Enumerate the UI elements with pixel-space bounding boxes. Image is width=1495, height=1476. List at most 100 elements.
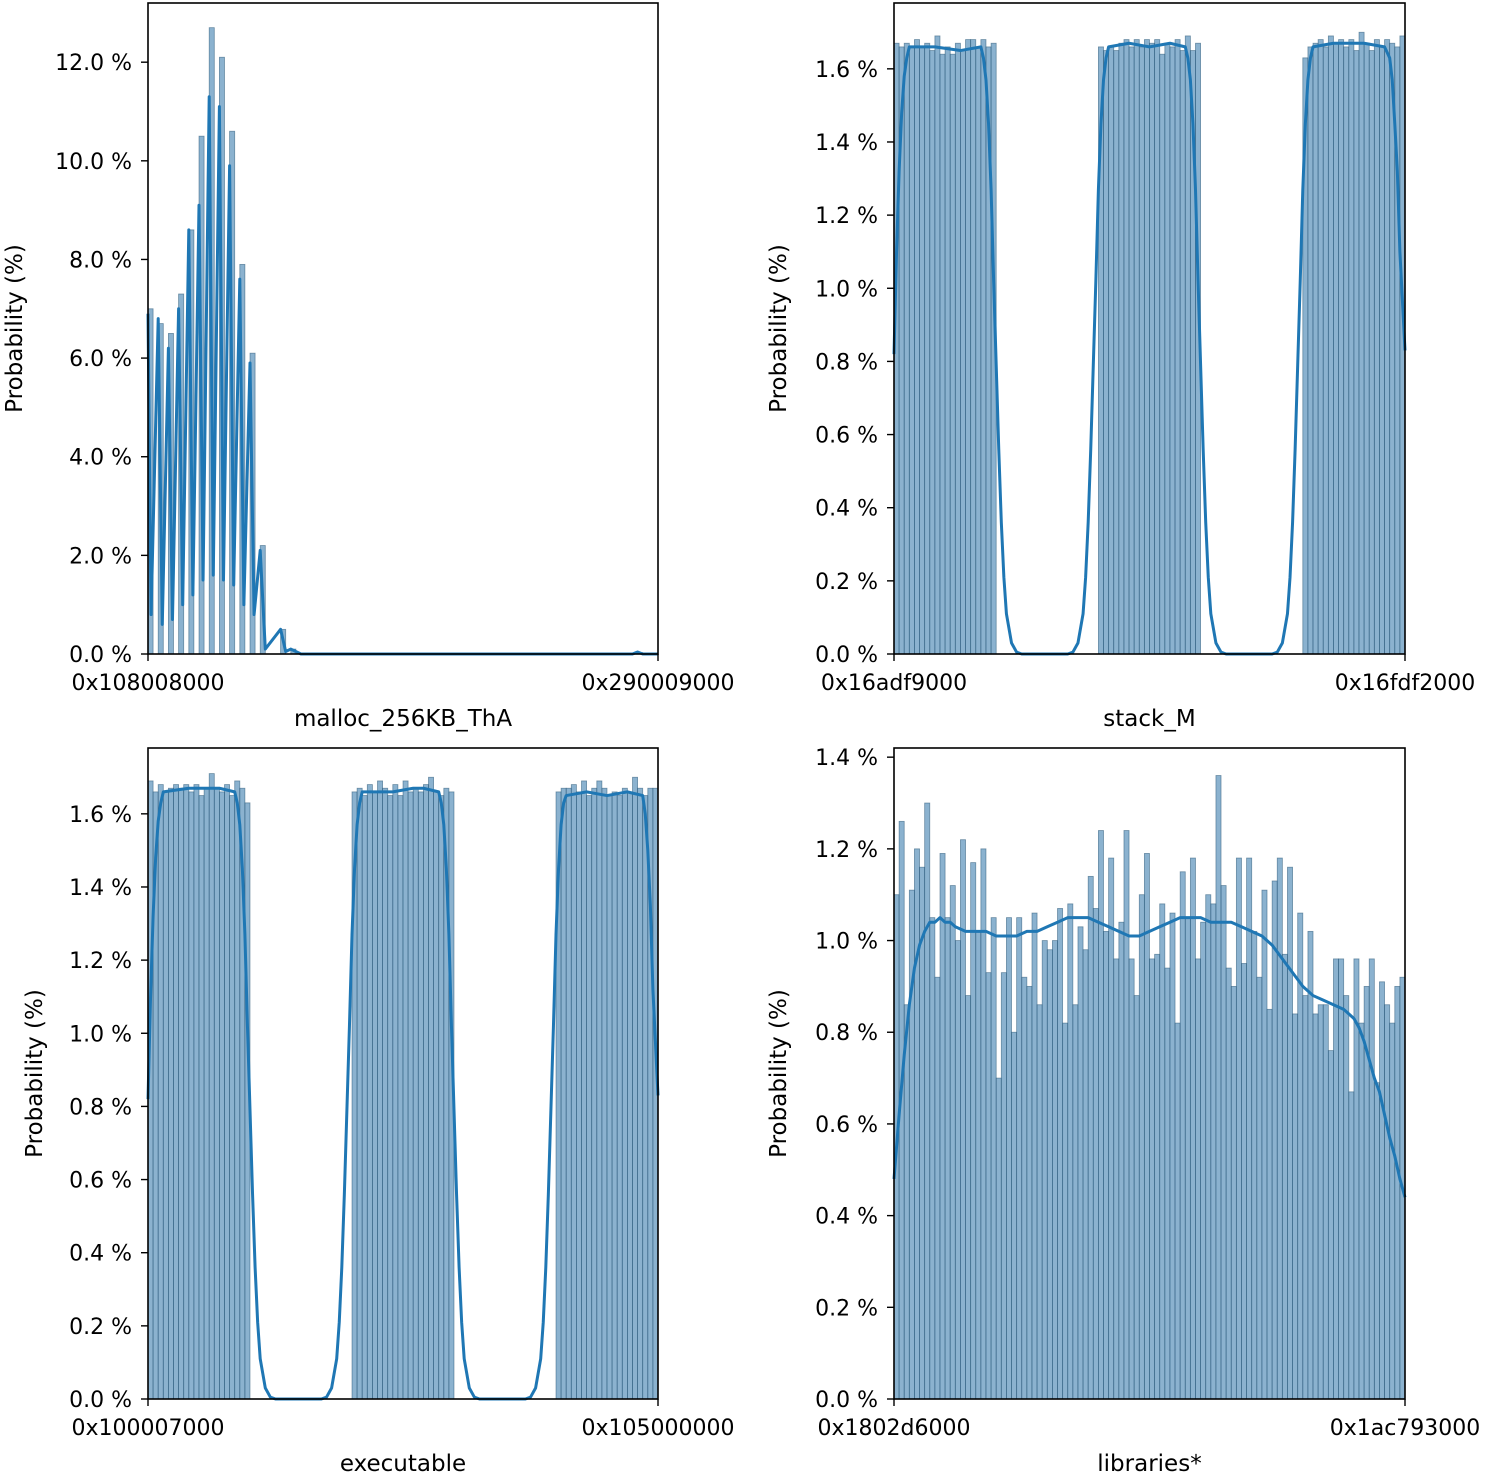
histogram-bar bbox=[1133, 39, 1140, 655]
histogram-bar bbox=[944, 46, 951, 655]
histogram-bar bbox=[1281, 953, 1288, 1400]
y-tick-label: 0.8 % bbox=[69, 1095, 132, 1120]
histogram-bar bbox=[422, 784, 429, 1400]
panel-executable: 0.0 % 0.2 % 0.4 % 0.6 % 0.8 % 1.0 % 1.2 % 1.4 %… bbox=[22, 747, 735, 1476]
y-tick-label: 6.0 % bbox=[69, 347, 132, 372]
histogram-bar bbox=[1052, 940, 1058, 1400]
histogram-bar bbox=[934, 35, 941, 655]
histogram-bar bbox=[939, 53, 946, 655]
histogram-bar bbox=[1322, 46, 1329, 655]
kde-curve bbox=[892, 41, 1407, 656]
histogram-bar bbox=[1174, 1022, 1181, 1400]
histogram-bar bbox=[1230, 985, 1237, 1400]
histogram-bar bbox=[570, 784, 577, 1400]
histogram-bar bbox=[1184, 35, 1191, 655]
histogram-bar bbox=[366, 784, 373, 1400]
histogram-bar bbox=[371, 791, 378, 1400]
x-tick-label: 0x16fdf2000 bbox=[1335, 671, 1475, 696]
histogram-bar bbox=[1384, 1004, 1391, 1400]
histogram-bar bbox=[1317, 1004, 1324, 1400]
histogram-bar bbox=[1046, 949, 1053, 1400]
histogram-bar bbox=[1092, 908, 1099, 1400]
histogram-bar bbox=[1128, 46, 1135, 655]
histogram-bar bbox=[1379, 981, 1385, 1400]
histogram-bar bbox=[1394, 985, 1401, 1400]
y-axis-label: Probability (%) bbox=[766, 989, 792, 1158]
histogram-bar bbox=[1189, 857, 1196, 1400]
histogram-bar bbox=[586, 795, 593, 1400]
histogram-bar bbox=[1287, 866, 1293, 1400]
histogram-bar bbox=[1348, 39, 1355, 655]
y-tick-label: 0.2 % bbox=[815, 570, 878, 595]
histogram-bar bbox=[218, 791, 225, 1400]
histogram-bar bbox=[428, 776, 434, 1400]
histogram-bar bbox=[1000, 972, 1007, 1400]
histogram-bar bbox=[1113, 50, 1120, 655]
histogram-bar bbox=[1179, 50, 1186, 655]
y-tick-label: 1.0 % bbox=[69, 1022, 132, 1047]
x-axis: 0x108008000 0x290009000 bbox=[72, 654, 735, 696]
histogram-bar bbox=[1041, 940, 1048, 1400]
histogram-bar bbox=[198, 795, 205, 1400]
histogram-bar bbox=[157, 784, 164, 1400]
histogram-bar bbox=[1307, 46, 1314, 655]
histogram-bar bbox=[1062, 1022, 1069, 1400]
panel-libraries: 0.0 % 0.2 % 0.4 % 0.6 % 0.8 % 1.0 % 1.2 % 1.4 %… bbox=[766, 746, 1480, 1476]
histogram-bar bbox=[965, 39, 972, 655]
histogram-bar bbox=[1271, 880, 1278, 1400]
y-tick-label: 0.6 % bbox=[69, 1169, 132, 1194]
histogram-bar bbox=[576, 791, 582, 1400]
x-axis-label: stack_M bbox=[1103, 706, 1195, 732]
histogram-bar bbox=[1133, 995, 1140, 1400]
histogram-bar bbox=[1241, 963, 1247, 1400]
histogram-bar bbox=[1169, 46, 1176, 655]
histogram-bar bbox=[1358, 31, 1365, 655]
histogram-bar bbox=[178, 787, 185, 1400]
histogram-bar bbox=[1368, 958, 1375, 1400]
histogram-bar bbox=[1307, 930, 1314, 1400]
y-tick-label: 0.6 % bbox=[815, 1113, 878, 1138]
y-tick-label: 1.6 % bbox=[69, 803, 132, 828]
histogram-bar bbox=[1072, 1004, 1079, 1400]
histogram-bar bbox=[1276, 857, 1283, 1400]
histogram-bar bbox=[203, 787, 210, 1400]
histogram-bar bbox=[1026, 985, 1033, 1400]
plot-frame bbox=[893, 2, 1406, 655]
y-tick-label: 0.0 % bbox=[815, 1388, 878, 1413]
histogram-bar bbox=[939, 853, 946, 1400]
histogram-bar bbox=[1317, 39, 1324, 655]
histogram-bar bbox=[929, 917, 936, 1400]
histogram-bar bbox=[1149, 958, 1156, 1400]
histogram-bar bbox=[1057, 908, 1064, 1400]
histogram-bar bbox=[1251, 930, 1258, 1400]
histogram-bar bbox=[1036, 1004, 1043, 1400]
histogram-bar bbox=[1373, 1082, 1380, 1400]
y-tick-label: 1.2 % bbox=[815, 204, 878, 229]
y-tick-label: 1.6 % bbox=[815, 58, 878, 83]
histogram-bar bbox=[1159, 903, 1166, 1400]
x-axis: 0x1802d6000 0x1ac793000 bbox=[818, 1399, 1480, 1441]
histogram-bar bbox=[642, 795, 649, 1400]
histogram-bar bbox=[985, 972, 992, 1400]
histogram-bar bbox=[188, 791, 195, 1400]
histogram-bar bbox=[1220, 885, 1227, 1400]
histogram-bar bbox=[565, 787, 572, 1400]
y-tick-label: 0.0 % bbox=[69, 1388, 132, 1413]
histogram-bar bbox=[1302, 995, 1309, 1400]
y-tick-label: 0.0 % bbox=[815, 643, 878, 668]
histogram-bar bbox=[1327, 1050, 1334, 1400]
histogram-bar bbox=[1108, 46, 1115, 655]
y-tick-label: 8.0 % bbox=[69, 248, 132, 273]
histogram-bar bbox=[1149, 42, 1156, 655]
histogram-bars bbox=[893, 775, 1406, 1400]
histogram-bar bbox=[975, 46, 982, 655]
histogram-bar bbox=[637, 787, 644, 1400]
y-tick-label: 4.0 % bbox=[69, 446, 132, 471]
histogram-bar bbox=[1103, 930, 1110, 1400]
histogram-bar bbox=[924, 42, 931, 655]
histogram-bar bbox=[377, 780, 383, 1400]
histogram-bar bbox=[1312, 42, 1319, 655]
histogram-bar bbox=[949, 53, 956, 655]
histogram-bar bbox=[960, 839, 966, 1400]
